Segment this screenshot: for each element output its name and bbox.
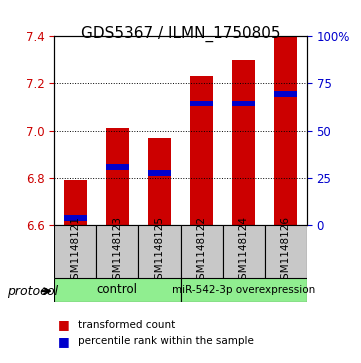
Text: percentile rank within the sample: percentile rank within the sample <box>78 336 253 346</box>
Text: GSM1148121: GSM1148121 <box>70 216 80 286</box>
Text: control: control <box>97 284 138 296</box>
Text: GSM1148123: GSM1148123 <box>112 216 122 286</box>
Text: ■: ■ <box>58 335 70 348</box>
Bar <box>64 180 87 225</box>
Text: protocol: protocol <box>7 285 58 298</box>
FancyBboxPatch shape <box>54 278 180 302</box>
Bar <box>190 101 213 106</box>
Bar <box>274 36 297 225</box>
Text: transformed count: transformed count <box>78 320 175 330</box>
Text: GSM1148122: GSM1148122 <box>196 216 206 286</box>
FancyBboxPatch shape <box>223 225 265 278</box>
Bar <box>274 91 297 97</box>
Text: GSM1148124: GSM1148124 <box>239 216 249 286</box>
Text: GSM1148126: GSM1148126 <box>281 216 291 286</box>
Text: miR-542-3p overexpression: miR-542-3p overexpression <box>172 285 315 295</box>
Bar <box>106 164 129 170</box>
FancyBboxPatch shape <box>180 225 223 278</box>
Bar <box>148 170 171 176</box>
Bar <box>64 215 87 221</box>
FancyBboxPatch shape <box>138 225 180 278</box>
FancyBboxPatch shape <box>54 225 96 278</box>
Bar <box>106 128 129 225</box>
Text: GSM1148125: GSM1148125 <box>155 216 165 286</box>
Bar <box>232 101 255 106</box>
Text: ■: ■ <box>58 318 70 331</box>
Bar <box>190 76 213 225</box>
Text: GDS5367 / ILMN_1750805: GDS5367 / ILMN_1750805 <box>81 25 280 42</box>
FancyBboxPatch shape <box>180 278 307 302</box>
FancyBboxPatch shape <box>265 225 307 278</box>
Bar <box>232 60 255 225</box>
Bar <box>148 138 171 225</box>
FancyBboxPatch shape <box>96 225 138 278</box>
